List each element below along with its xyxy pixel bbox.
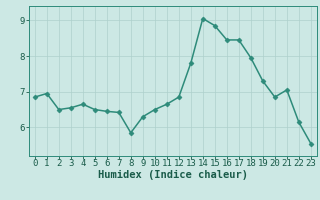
X-axis label: Humidex (Indice chaleur): Humidex (Indice chaleur)	[98, 170, 248, 180]
